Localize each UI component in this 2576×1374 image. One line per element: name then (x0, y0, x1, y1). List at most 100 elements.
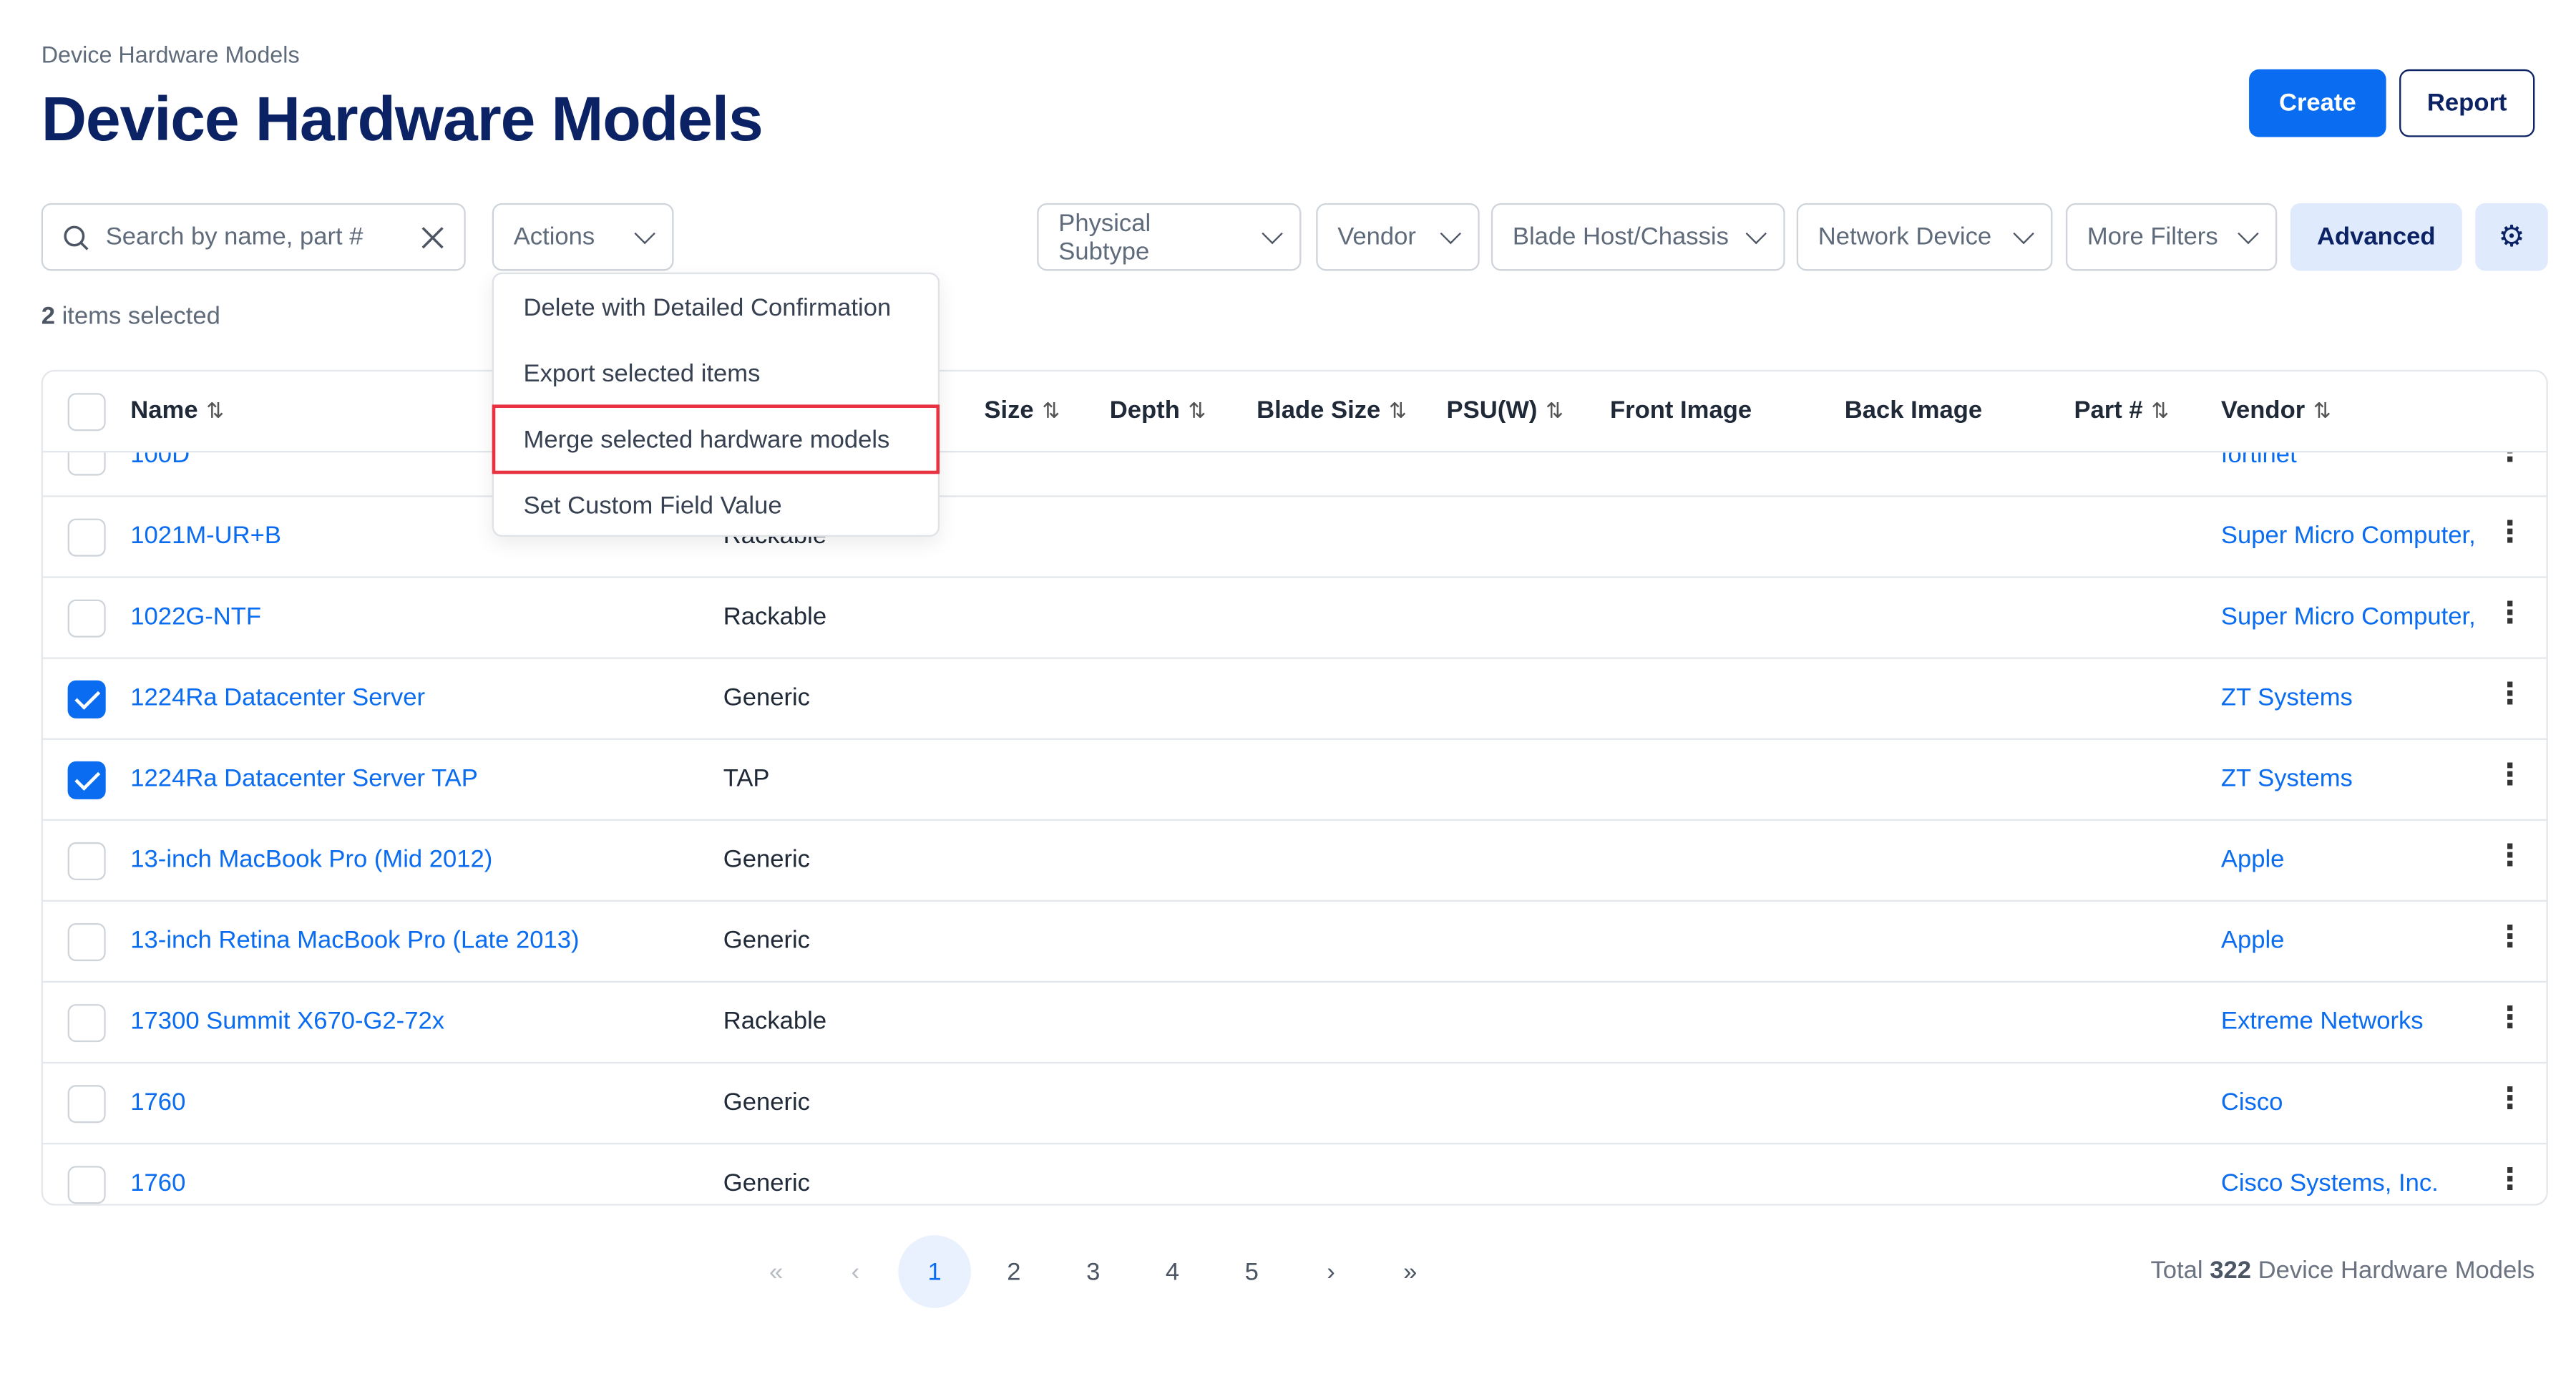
clear-icon[interactable] (421, 225, 444, 248)
vendor-link[interactable]: fortinet (2220, 452, 2297, 469)
column-header-psu-w-[interactable]: PSU(W) ⇅ (1447, 396, 1564, 424)
search-placeholder: Search by name, part # (105, 223, 364, 251)
vendor-link[interactable]: Cisco (2220, 1088, 2283, 1117)
settings-button[interactable]: ⚙ (2475, 203, 2548, 271)
row-checkbox[interactable] (67, 1004, 106, 1043)
sort-icon[interactable]: ⇅ (206, 398, 225, 423)
filter-more-filters[interactable]: More Filters (2065, 203, 2278, 271)
pagination-page-1-button[interactable]: 1 (898, 1235, 971, 1308)
model-name-link[interactable]: 1022G-NTF (130, 603, 262, 631)
filter-label: Physical Subtype (1058, 208, 1151, 265)
more-vertical-icon[interactable]: ⋮ (2494, 839, 2525, 872)
search-input[interactable]: Search by name, part # (41, 203, 466, 271)
more-vertical-icon[interactable]: ⋮ (2494, 758, 2525, 791)
table-row[interactable]: 1224Ra Datacenter Server TAP TAP ZT System… (43, 740, 2547, 821)
row-checkbox[interactable] (67, 599, 106, 638)
table-row[interactable]: 17300 Summit X670-G2-72x Rackable Extreme … (43, 983, 2547, 1064)
pagination-page-5-button[interactable]: 5 (1244, 1257, 1259, 1286)
column-header-vendor[interactable]: Vendor ⇅ (2221, 396, 2331, 424)
pagination-page-2-button[interactable]: 2 (1007, 1257, 1021, 1286)
breadcrumb[interactable]: Device Hardware Models (41, 41, 300, 68)
menu-item-delete-with-detailed-confirmation[interactable]: Delete with Detailed Confirmation (523, 293, 892, 321)
sort-icon[interactable]: ⇅ (2151, 398, 2170, 423)
more-vertical-icon[interactable]: ⋮ (2494, 1000, 2525, 1034)
menu-item-set-custom-field-value[interactable]: Set Custom Field Value (523, 491, 782, 520)
vendor-link[interactable]: ZT Systems (2220, 683, 2353, 712)
row-checkbox[interactable] (67, 1085, 106, 1124)
physical-type: Generic (723, 1088, 810, 1117)
pagination-first-button[interactable]: « (769, 1257, 784, 1286)
sort-icon[interactable]: ⇅ (1546, 398, 1564, 423)
sort-icon[interactable]: ⇅ (1388, 398, 1407, 423)
table-body[interactable]: 100D fortinet ⋮ 1021M-UR+B Rackable Super Mic… (43, 452, 2547, 1204)
model-name-link[interactable]: 1760 (130, 1088, 186, 1117)
pagination-page-3-button[interactable]: 3 (1086, 1257, 1101, 1286)
table-row[interactable]: 1021M-UR+BRackableSuper Micro Computer,⋮ (43, 497, 2547, 578)
column-header-size[interactable]: Size ⇅ (984, 396, 1060, 424)
row-checkbox[interactable] (67, 680, 106, 718)
column-header-depth[interactable]: Depth ⇅ (1110, 396, 1206, 424)
vendor-link[interactable]: Cisco Systems, Inc. (2220, 1169, 2439, 1198)
menu-item-merge-selected-hardware-models[interactable]: Merge selected hardware models (492, 404, 940, 474)
pagination-prev-button[interactable]: ‹ (851, 1257, 860, 1286)
pagination-next-button[interactable]: › (1327, 1257, 1335, 1286)
vendor-link[interactable]: Apple (2220, 926, 2285, 955)
vendor-link[interactable]: Apple (2220, 845, 2285, 874)
row-checkbox[interactable] (67, 1166, 106, 1204)
more-vertical-icon[interactable]: ⋮ (2494, 920, 2525, 953)
vendor-link[interactable]: Super Micro Computer, (2220, 603, 2476, 631)
menu-item-export-selected-items[interactable]: Export selected items (523, 359, 761, 388)
more-vertical-icon[interactable]: ⋮ (2494, 515, 2525, 549)
model-name-link[interactable]: 1021M-UR+B (130, 522, 281, 550)
sort-icon[interactable]: ⇅ (1042, 398, 1060, 423)
pagination-last-button[interactable]: » (1403, 1257, 1418, 1286)
row-checkbox[interactable] (67, 761, 106, 799)
column-label: Front Image (1610, 396, 1752, 425)
model-name-link[interactable]: 17300 Summit X670-G2-72x (130, 1007, 445, 1036)
create-button[interactable]: Create (2249, 69, 2386, 137)
more-vertical-icon[interactable]: ⋮ (2494, 1081, 2525, 1115)
table-row[interactable]: 1760 Generic Cisco ⋮ (43, 1063, 2547, 1145)
more-vertical-icon[interactable]: ⋮ (2494, 677, 2525, 711)
model-name-link[interactable]: 1224Ra Datacenter Server TAP (130, 764, 478, 793)
table-row[interactable]: 13-inch Retina MacBook Pro (Late 2013) Ge… (43, 902, 2547, 983)
report-button[interactable]: Report (2399, 69, 2535, 137)
select-all-checkbox[interactable] (67, 393, 106, 432)
sort-icon[interactable]: ⇅ (1188, 398, 1206, 423)
filter-physical-subtype[interactable]: Physical Subtype (1037, 203, 1302, 271)
table-row[interactable]: 100D fortinet ⋮ (43, 452, 2547, 497)
more-vertical-icon[interactable]: ⋮ (2494, 1162, 2525, 1196)
row-checkbox[interactable] (67, 923, 106, 962)
column-header-name[interactable]: Name ⇅ (130, 396, 224, 424)
advanced-button[interactable]: Advanced (2290, 203, 2462, 271)
filter-vendor[interactable]: Vendor (1316, 203, 1480, 271)
model-name-link[interactable]: 100D (130, 452, 190, 469)
vendor-link[interactable]: Extreme Networks (2220, 1007, 2424, 1036)
table-row[interactable]: 1022G-NTF Rackable Super Micro Computer, ⋮ (43, 578, 2547, 659)
model-name-link[interactable]: 13-inch MacBook Pro (Mid 2012) (130, 845, 493, 874)
vendor-link[interactable]: ZT Systems (2220, 764, 2353, 793)
pagination-page-4-button[interactable]: 4 (1165, 1257, 1180, 1286)
actions-dropdown[interactable]: Actions (492, 203, 674, 271)
column-header-part-[interactable]: Part # ⇅ (2074, 396, 2169, 424)
row-checkbox[interactable] (67, 452, 106, 476)
table-row[interactable]: 13-inch MacBook Pro (Mid 2012) Generic App… (43, 821, 2547, 902)
vendor-link[interactable]: Super Micro Computer, (2220, 522, 2476, 550)
table-row[interactable]: 1760 Generic Cisco Systems, Inc. ⋮ (43, 1144, 2546, 1204)
page-title: Device Hardware Models (41, 86, 763, 155)
model-name-link[interactable]: 1760 (130, 1169, 186, 1198)
sort-icon[interactable]: ⇅ (2313, 398, 2331, 423)
physical-type: Rackable (723, 1007, 827, 1036)
filter-blade-host-chassis[interactable]: Blade Host/Chassis (1491, 203, 1785, 271)
column-header-blade-size[interactable]: Blade Size ⇅ (1257, 396, 1407, 424)
table-header: Name ⇅ Size ⇅ Depth ⇅ Blade Size ⇅ PSU(W) ⇅ Front … (43, 371, 2547, 453)
table-row[interactable]: 1224Ra Datacenter Server Generic ZT System… (43, 659, 2547, 740)
total-count: Total 322 Device Hardware Models (2150, 1257, 2535, 1285)
more-vertical-icon[interactable]: ⋮ (2494, 596, 2525, 630)
row-checkbox[interactable] (67, 518, 106, 557)
filter-network-device[interactable]: Network Device (1796, 203, 2053, 271)
row-checkbox[interactable] (67, 842, 106, 881)
model-name-link[interactable]: 13-inch Retina MacBook Pro (Late 2013) (130, 926, 580, 955)
more-vertical-icon[interactable]: ⋮ (2495, 452, 2525, 465)
model-name-link[interactable]: 1224Ra Datacenter Server (130, 683, 426, 712)
